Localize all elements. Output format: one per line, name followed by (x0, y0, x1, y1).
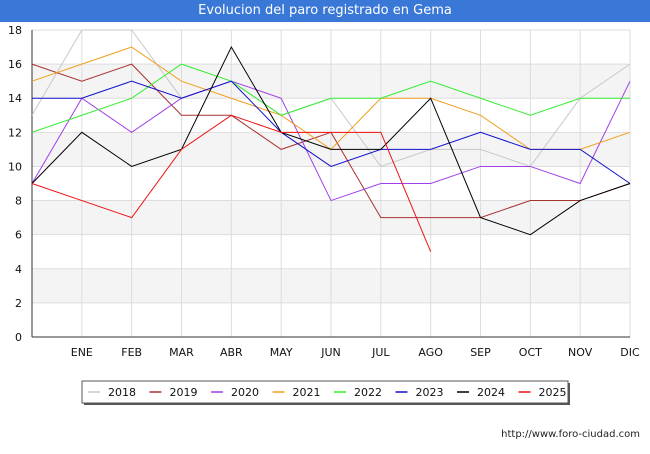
y-tick-label: 4 (15, 263, 22, 276)
series-line-2024 (31, 45, 631, 236)
legend-label-2024: 2024 (477, 386, 505, 399)
y-tick-label: 8 (15, 195, 22, 208)
x-tick-label: FEB (121, 346, 142, 359)
x-tick-label: DIC (620, 346, 640, 359)
y-tick-label: 10 (8, 160, 22, 173)
y-tick-label: 14 (8, 92, 22, 105)
legend-label-2020: 2020 (231, 386, 259, 399)
x-tick-label: ENE (71, 346, 93, 359)
x-tick-label: NOV (568, 346, 593, 359)
x-tick-label: MAR (169, 346, 194, 359)
x-tick-label: OCT (519, 346, 542, 359)
legend-box (81, 380, 569, 404)
chart-title: Evolucion del paro registrado en Gema (0, 0, 650, 22)
series-line-2025 (31, 114, 432, 252)
series-line-2023 (32, 80, 631, 184)
y-tick-label: 18 (8, 24, 22, 37)
legend-label-2021: 2021 (293, 386, 321, 399)
x-tick-label: ABR (220, 346, 243, 359)
y-tick-label: 12 (8, 126, 22, 139)
series-lines (31, 29, 631, 252)
x-tick-labels: ENE FEB MAR ABR MAY JUN JUL AGO SEP OCT NOV DIC (71, 346, 640, 359)
x-tick-label: AGO (418, 346, 443, 359)
footer-url[interactable]: http://www.foro-ciudad.com (501, 429, 640, 440)
line-chart: 0 2 4 6 8 10 12 14 16 18 ENE FEB MAR ABR MAY JUN JUL AGO… (8, 24, 640, 405)
y-tick-label: 2 (15, 297, 22, 310)
legend-label-2025: 2025 (539, 386, 567, 399)
x-tick-label: SEP (470, 346, 491, 359)
legend-label-2022: 2022 (354, 386, 382, 399)
chart-area: 0 2 4 6 8 10 12 14 16 18 ENE FEB MAR ABR MAY JUN JUL AGO… (0, 22, 650, 450)
legend-label-2018: 2018 (108, 386, 136, 399)
y-tick-label: 0 (15, 331, 22, 344)
x-tick-label: JUN (320, 346, 341, 359)
legend: 2018 2019 2020 2021 2022 2023 2024 2025 (81, 380, 570, 405)
legend-label-2019: 2019 (170, 386, 198, 399)
x-tick-label: MAY (270, 346, 293, 359)
y-tick-label: 6 (15, 229, 22, 242)
legend-label-2023: 2023 (416, 386, 444, 399)
y-tick-labels: 0 2 4 6 8 10 12 14 16 18 (8, 24, 22, 344)
series-line-2020 (31, 80, 631, 202)
y-tick-label: 16 (8, 58, 22, 71)
series-line-2022 (31, 63, 630, 133)
x-tick-label: JUL (371, 346, 390, 359)
